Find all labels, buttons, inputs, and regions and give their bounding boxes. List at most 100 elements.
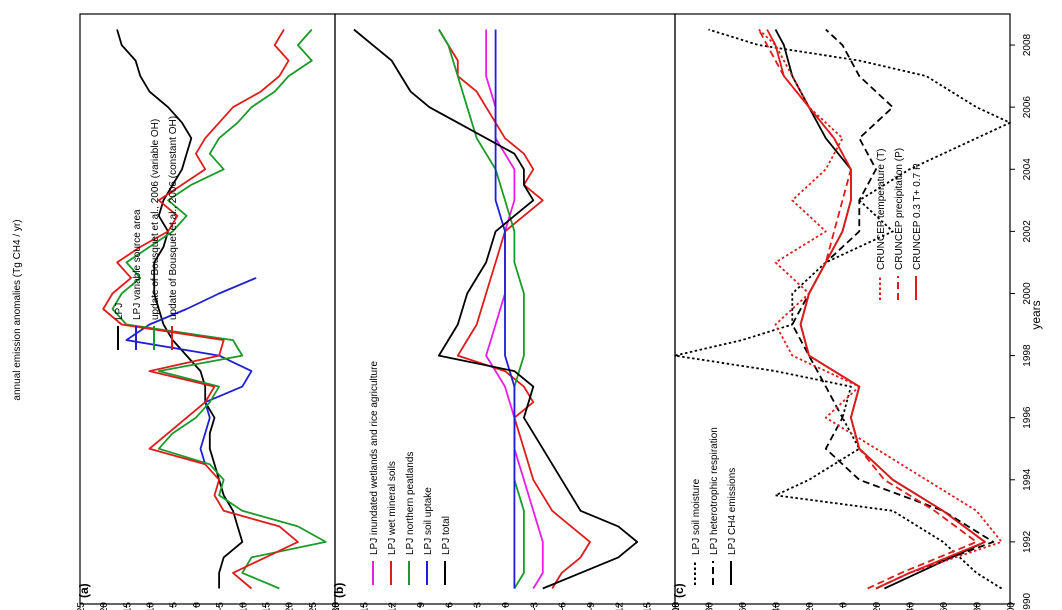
value-tick-label: -15	[643, 602, 654, 610]
legend-entry: LPJ	[114, 303, 125, 350]
legend-label: LPJ soil uptake	[423, 487, 434, 555]
panel-2: -18-15-12-9-6-30369121518annual emission…	[331, 13, 682, 610]
year-tick-label: 2008	[1022, 33, 1033, 56]
value-tick-label: 18	[331, 602, 342, 610]
value-tick-label: 12	[388, 602, 399, 610]
series-line	[438, 29, 591, 589]
series-line	[438, 29, 525, 589]
series-line	[494, 29, 516, 589]
legend-label: LPJ	[114, 303, 125, 320]
series-line	[791, 28, 995, 590]
series-line	[111, 28, 327, 590]
value-tick-label: 6	[444, 602, 455, 608]
value-tick-label: 5	[169, 602, 180, 608]
legend-entry: LPJ total	[441, 516, 452, 585]
legend-entry: LPJ northern peatlands	[405, 452, 416, 585]
value-tick-label: -20	[872, 602, 883, 610]
legend-label: LPJ inundated wetlands and rice agricult…	[369, 361, 380, 555]
value-tick-label: 15	[122, 602, 133, 610]
year-tick-label: 1992	[1022, 530, 1033, 553]
year-tick-label: 2004	[1022, 158, 1033, 181]
year-axis: 1990 1992 1994 1996 1998 2000 2002 2004 2006 2008	[1010, 33, 1033, 610]
series-line	[353, 28, 639, 590]
legend-entry: LPJ heterotrophic respiration	[709, 427, 720, 585]
value-tick-label: 40	[772, 602, 783, 610]
y-axis-label: annual emission anomalies (Tg CH4 / yr)	[12, 219, 23, 400]
legend-entry: LPJ soil uptake	[423, 487, 434, 585]
year-tick-label: 1994	[1022, 468, 1033, 491]
series-line	[758, 28, 1003, 590]
series-line	[674, 28, 1011, 590]
year-tick-label: 2000	[1022, 282, 1033, 305]
year-tick-label: 1998	[1022, 344, 1033, 367]
legend-entry: LPJ CH4 emissions	[727, 468, 738, 585]
year-tick-label: 1996	[1022, 406, 1033, 429]
value-tick-label: -100	[1006, 602, 1017, 610]
value-tick-label: 25	[76, 602, 87, 610]
value-tick-label: 20	[805, 602, 816, 610]
value-tick-label: -3	[529, 602, 540, 610]
legend-label: LPJ northern peatlands	[405, 452, 416, 555]
legend-label: LPJ variable source area	[132, 209, 143, 320]
legend-entry: CRUNCEP precipitation (P)	[894, 148, 905, 300]
year-tick-label: 1990	[1022, 592, 1033, 610]
legend-label: LPJ total	[441, 516, 452, 555]
legend-label: LPJ wet mineral soils	[387, 461, 398, 555]
panel-3: -100-80-60-40-20020406080100normalised i…	[671, 13, 1017, 610]
legend-label: LPJ soil moisture	[691, 478, 702, 555]
series-line	[125, 277, 257, 465]
legend-entry: LPJ variable source area	[132, 209, 143, 350]
value-tick-label: 9	[416, 602, 427, 608]
legend-entry: CRUNCEP 0.3 T+ 0.7 P	[912, 163, 923, 300]
series-line	[102, 29, 299, 590]
value-tick-label: -40	[906, 602, 917, 610]
value-tick-label: 3	[473, 602, 484, 608]
series-line	[766, 29, 986, 590]
value-tick-label: -18	[671, 602, 682, 610]
value-tick-label: -60	[939, 602, 950, 610]
series-line	[774, 29, 986, 590]
legend-entry: LPJ wet mineral soils	[387, 461, 398, 585]
legend-entry: update of Bousquet et al., 2006 (constan…	[168, 116, 179, 350]
year-tick-label: 2002	[1022, 220, 1033, 243]
value-tick-label: 0	[501, 602, 512, 608]
legend-label: CRUNCEP temperature (T)	[876, 148, 887, 270]
panel-tag: (a)	[77, 583, 91, 598]
legend-label: LPJ CH4 emissions	[727, 468, 738, 555]
value-tick-label: 60	[738, 602, 749, 610]
panel-tag: (c)	[672, 583, 686, 598]
value-tick-label: 100	[671, 602, 682, 610]
value-tick-label: -25	[308, 602, 319, 610]
year-tick-label: 2006	[1022, 96, 1033, 119]
value-tick-label: -10	[238, 602, 249, 610]
value-tick-label: -5	[215, 602, 226, 610]
value-tick-label: 20	[99, 602, 110, 610]
legend-label: update of Bousquet et al., 2006 (variabl…	[150, 119, 161, 320]
value-tick-label: 0	[192, 602, 203, 608]
legend-entry: update of Bousquet et al., 2006 (variabl…	[150, 119, 161, 350]
value-tick-label: 10	[146, 602, 157, 610]
panel-frame	[674, 13, 1011, 605]
value-tick-label: -9	[586, 602, 597, 610]
legend-entry: LPJ soil moisture	[691, 478, 702, 585]
legend-label: LPJ heterotrophic respiration	[709, 427, 720, 555]
legend-entry: LPJ inundated wetlands and rice agricult…	[369, 361, 380, 585]
value-tick-label: -12	[614, 602, 625, 610]
legend-label: CRUNCEP 0.3 T+ 0.7 P	[912, 163, 923, 270]
legend-label: CRUNCEP precipitation (P)	[894, 148, 905, 270]
value-tick-label: 80	[705, 602, 716, 610]
value-tick-label: -30	[331, 602, 342, 610]
panel-tag: (b)	[332, 583, 346, 598]
value-tick-label: -80	[973, 602, 984, 610]
series-line	[116, 29, 244, 589]
value-tick-label: 0	[839, 602, 850, 608]
value-tick-label: -20	[285, 602, 296, 610]
x-axis-label: years	[1029, 300, 1043, 329]
value-tick-label: -15	[261, 602, 272, 610]
panel-1: -30 -25 -20 -15 -10 -5 0 5 10 15 20 25 annual emissi…	[12, 13, 342, 610]
legend-label: update of Bousquet et al., 2006 (constan…	[168, 116, 179, 320]
legend-entry: CRUNCEP temperature (T)	[876, 148, 887, 300]
value-tick-label: 15	[359, 602, 370, 610]
